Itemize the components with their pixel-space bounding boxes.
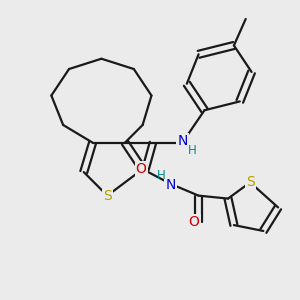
- Text: H: H: [188, 144, 196, 158]
- Text: N: N: [177, 134, 188, 148]
- Text: N: N: [165, 178, 176, 192]
- Text: S: S: [246, 176, 254, 189]
- Text: O: O: [189, 215, 200, 229]
- Text: O: O: [136, 162, 147, 176]
- Text: H: H: [157, 169, 166, 182]
- Text: S: S: [103, 189, 112, 202]
